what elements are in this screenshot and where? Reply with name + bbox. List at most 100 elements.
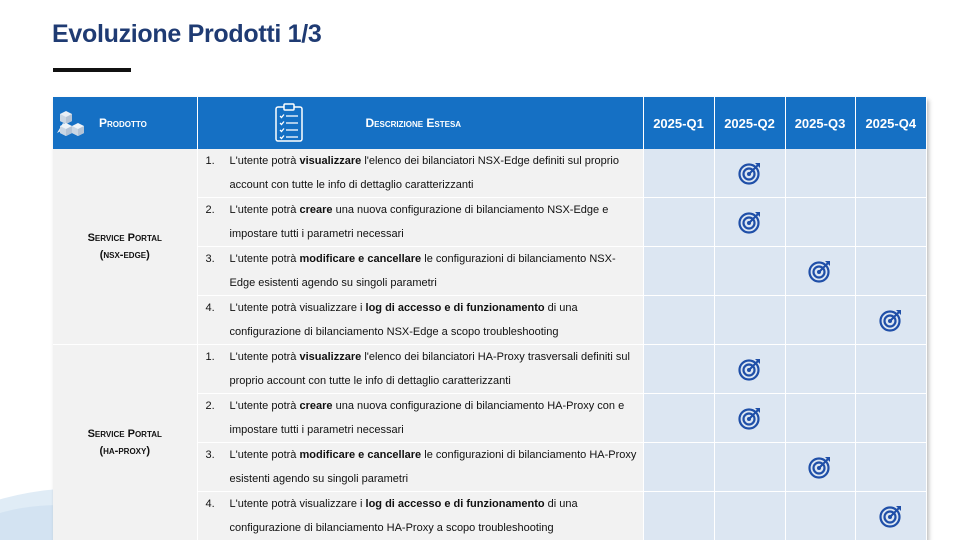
item-text-bold: log di accesso e di funzionamento xyxy=(365,302,545,314)
product-name: Service Portal xyxy=(87,231,162,244)
quarter-cell-2025-q2 xyxy=(714,442,786,492)
quarter-cell-2025-q2 xyxy=(714,246,786,296)
product-variant: (ha-proxy) xyxy=(99,444,151,457)
quarter-cell-2025-q4 xyxy=(855,295,927,345)
item-text-pre: L'utente potrà xyxy=(229,204,300,216)
item-text-pre: L'utente potrà visualizzare i xyxy=(229,302,366,314)
item-number: 3. xyxy=(205,253,215,265)
header-quarter-q2: 2025-Q2 xyxy=(714,97,786,149)
item-text-post: l'elenco dei bilanciatori HA-Proxy trasv… xyxy=(229,351,630,387)
list-item: 4. L'utente potrà visualizzare i log di a… xyxy=(206,492,639,540)
item-text-post: una nuova configurazione di bilanciament… xyxy=(229,400,625,436)
table-row: 3. L'utente potrà modificare e cancellare… xyxy=(53,442,927,492)
quarter-cell-2025-q4 xyxy=(855,149,927,198)
quarter-cell-2025-q1 xyxy=(643,393,715,443)
table-body: Service Portal (nsx-edge) 1. L'utente potrà… xyxy=(53,149,927,540)
header-quarter-q4: 2025-Q4 xyxy=(855,97,926,149)
quarter-cell-2025-q2 xyxy=(714,393,786,443)
target-icon xyxy=(737,359,760,381)
product-name: Service Portal xyxy=(87,427,162,440)
table-row: Service Portal (ha-proxy) 1. L'utente potrà… xyxy=(53,344,927,540)
quarter-cell-2025-q3 xyxy=(785,197,856,247)
quarter-cell-2025-q1 xyxy=(643,344,715,394)
quarter-cell-2025-q1 xyxy=(643,491,715,540)
quarter-cell-2025-q2 xyxy=(714,295,786,345)
item-text-bold: log di accesso e di funzionamento xyxy=(365,498,545,510)
quarter-cell-2025-q4 xyxy=(855,246,927,296)
item-number: 1. xyxy=(205,155,215,167)
item-text-post: le configurazioni di bilanciamento HA-Pr… xyxy=(229,449,637,485)
item-text-bold: visualizzare xyxy=(299,351,362,363)
quarter-cell-2025-q4 xyxy=(855,442,927,492)
quarter-cell-2025-q3 xyxy=(785,442,856,492)
quarter-cell-2025-q3 xyxy=(785,246,856,296)
list-item: 1. L'utente potrà visualizzare l'elenco d… xyxy=(206,345,639,393)
item-number: 4. xyxy=(205,498,215,510)
table-row: 2. L'utente potrà creare una nuova config… xyxy=(53,393,927,443)
list-item: 4. L'utente potrà visualizzare i log di a… xyxy=(206,296,639,344)
quarter-cell-2025-q1 xyxy=(643,149,715,198)
quarter-cell-2025-q3 xyxy=(785,393,856,443)
header-quarter-q1: 2025-Q1 xyxy=(643,97,715,149)
item-text-bold: modificare e cancellare xyxy=(299,449,422,461)
item-number: 2. xyxy=(205,400,215,412)
header-product: Prodotto xyxy=(53,97,198,149)
item-text-pre: L'utente potrà xyxy=(229,253,300,265)
quarter-cell-2025-q1 xyxy=(643,197,715,247)
quarter-cell-2025-q3 xyxy=(785,491,856,540)
item-text-post: le configurazioni di bilanciamento NSX-E… xyxy=(229,253,616,289)
quarter-cell-2025-q3 xyxy=(785,295,856,345)
table-row: 3. L'utente potrà modificare e cancellare… xyxy=(53,246,927,296)
list-item: 1. L'utente potrà visualizzare l'elenco d… xyxy=(206,149,639,197)
item-text-bold: creare xyxy=(299,204,333,216)
item-text: L'utente potrà creare una nuova configur… xyxy=(230,198,639,246)
description-cell: 4. L'utente potrà visualizzare i log di a… xyxy=(197,491,644,540)
quarter-cell-2025-q1 xyxy=(643,246,715,296)
description-cell: 3. L'utente potrà modificare e cancellare… xyxy=(197,246,644,296)
item-text-pre: L'utente potrà xyxy=(229,449,300,461)
quarter-cell-2025-q2 xyxy=(714,197,786,247)
item-text-bold: modificare e cancellare xyxy=(299,253,422,265)
header-description: Descrizione Estesa xyxy=(197,97,644,149)
item-text: L'utente potrà visualizzare l'elenco dei… xyxy=(230,345,639,393)
table-row: 2. L'utente potrà creare una nuova config… xyxy=(53,197,927,247)
target-icon xyxy=(737,408,760,430)
item-text: L'utente potrà modificare e cancellare l… xyxy=(230,443,639,491)
target-icon xyxy=(878,506,901,528)
description-cell: 1. L'utente potrà visualizzare l'elenco d… xyxy=(197,149,644,198)
item-number: 3. xyxy=(205,449,215,461)
quarter-cell-2025-q2 xyxy=(714,149,786,198)
slide-title: Evoluzione Prodotti 1/3 xyxy=(52,20,322,48)
product-variant: (nsx-edge) xyxy=(99,248,150,261)
description-cell: 2. L'utente potrà creare una nuova config… xyxy=(197,197,644,247)
product-cell: Service Portal (nsx-edge) xyxy=(53,149,198,345)
item-number: 1. xyxy=(205,351,215,363)
list-item: 2. L'utente potrà creare una nuova config… xyxy=(206,394,639,442)
table-row: Service Portal (nsx-edge) 1. L'utente potrà… xyxy=(53,149,927,345)
description-cell: 3. L'utente potrà modificare e cancellare… xyxy=(197,442,644,492)
quarter-cell-2025-q1 xyxy=(643,442,715,492)
target-icon xyxy=(808,457,830,479)
item-text-pre: L'utente potrà xyxy=(229,155,300,167)
item-text: L'utente potrà visualizzare i log di acc… xyxy=(230,296,639,344)
quarter-cell-2025-q4 xyxy=(855,344,927,394)
description-cell: 1. L'utente potrà visualizzare l'elenco d… xyxy=(197,344,644,394)
header-product-label: Prodotto xyxy=(99,116,147,130)
quarter-cell-2025-q2 xyxy=(714,344,786,394)
target-icon xyxy=(737,212,760,234)
item-text: L'utente potrà visualizzare i log di acc… xyxy=(230,492,639,540)
product-cell: Service Portal (ha-proxy) xyxy=(53,344,198,540)
item-text-post: di una configurazione di bilanciamento H… xyxy=(229,498,578,534)
item-text-post: una nuova configurazione di bilanciament… xyxy=(229,204,609,240)
item-text: L'utente potrà modificare e cancellare l… xyxy=(230,247,639,295)
quarter-cell-2025-q4 xyxy=(855,491,927,540)
item-number: 2. xyxy=(205,204,215,216)
quarter-cell-2025-q1 xyxy=(643,295,715,345)
item-text: L'utente potrà visualizzare l'elenco dei… xyxy=(230,149,639,197)
quarter-cell-2025-q3 xyxy=(785,149,856,198)
quarter-cell-2025-q2 xyxy=(714,491,786,540)
title-underline xyxy=(53,68,131,72)
item-text-post: di una configurazione di bilanciamento N… xyxy=(229,302,578,338)
item-text-pre: L'utente potrà visualizzare i xyxy=(229,498,366,510)
item-text-bold: creare xyxy=(299,400,333,412)
